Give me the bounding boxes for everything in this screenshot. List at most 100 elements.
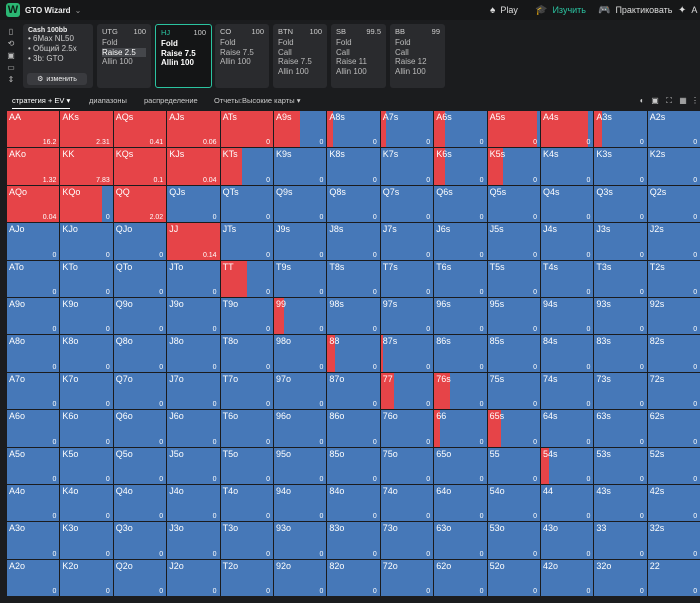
hand-cell-32o[interactable]: 32o 0 [593,558,648,598]
hand-cell-kqo[interactable]: KQo 0 [59,184,114,224]
action-option[interactable]: Call [395,47,409,57]
hand-cell-j2o[interactable]: J2o 0 [166,558,221,598]
position-btn[interactable]: BTN 100 Fold Call Raise 7.5 Allin 100 [273,24,327,88]
hand-cell-k8s[interactable]: K8s 0 [326,147,381,186]
position-utg[interactable]: UTG 100 Fold Raise 2.5 Allin 100 [97,24,151,88]
hand-cell-52o[interactable]: 52o 0 [486,558,541,598]
copy-icon[interactable]: ▯ [8,27,14,36]
hand-cell-77[interactable]: 77 0 [379,371,435,411]
hand-cell-q5o[interactable]: Q5o 0 [112,446,168,485]
action-option[interactable]: Call [278,47,292,57]
hand-cell-99[interactable]: 99 0 [273,297,328,336]
hand-cell-j5o[interactable]: J5o 0 [166,446,221,485]
hand-cell-tt[interactable]: TT 0 [219,259,274,298]
action-option[interactable]: Fold [220,38,236,47]
hand-cell-62o[interactable]: 62o 0 [433,558,488,598]
hand-cell-75o[interactable]: 75o 0 [379,446,435,485]
action-option[interactable]: Allin 100 [161,58,194,67]
hand-cell-86s[interactable]: 86s 0 [433,334,488,373]
hand-cell-a6o[interactable]: A6o 0 [6,409,61,448]
hand-cell-43s[interactable]: 43s 0 [593,484,648,523]
expand-icon[interactable]: ⛶ [666,96,672,105]
hand-cell-jj[interactable]: JJ 0.14 [166,222,221,261]
hand-cell-95s[interactable]: 95s 0 [486,297,541,336]
hand-cell-76o[interactable]: 76o 0 [379,409,435,448]
hand-cell-92o[interactable]: 92o 0 [273,558,328,598]
hand-cell-54s[interactable]: 54s 0 [540,446,595,485]
hand-cell-a7s[interactable]: A7s 0 [379,110,435,149]
nav-play[interactable]: ♠ Play [490,0,518,20]
position-sb[interactable]: SB 99.5 Fold Call Raise 11 Allin 100 [331,24,386,88]
hand-cell-87s[interactable]: 87s 0 [379,334,435,373]
hand-cell-32s[interactable]: 32s 0 [646,521,700,560]
hand-cell-96o[interactable]: 96o 0 [273,409,328,448]
hand-cell-a4s[interactable]: A4s 0 [540,110,595,149]
hand-cell-k6o[interactable]: K6o 0 [59,409,114,448]
hand-cell-j7o[interactable]: J7o 0 [166,371,221,411]
action-option[interactable]: Raise 12 [395,57,427,66]
hand-cell-43o[interactable]: 43o 0 [540,521,595,560]
hand-cell-a2s[interactable]: A2s 0 [646,110,700,149]
hand-cell-q6o[interactable]: Q6o 0 [112,409,168,448]
hand-cell-53s[interactable]: 53s 0 [593,446,648,485]
hand-cell-54o[interactable]: 54o 0 [486,484,541,523]
hand-cell-t9o[interactable]: T9o 0 [219,297,274,336]
hand-cell-83o[interactable]: 83o 0 [326,521,381,560]
hand-cell-j8s[interactable]: J8s 0 [326,222,381,261]
hand-cell-76s[interactable]: 76s 0 [433,371,488,411]
hand-cell-k7s[interactable]: K7s 0 [379,147,435,186]
action-option[interactable]: Fold [395,38,411,47]
hand-cell-85o[interactable]: 85o 0 [326,446,381,485]
hand-cell-j6s[interactable]: J6s 0 [433,222,488,261]
hand-cell-q4s[interactable]: Q4s 0 [540,184,595,224]
hand-cell-qto[interactable]: QTo 0 [112,259,168,298]
tab-strategy-ev[interactable]: стратегия + EV ▾ [12,95,71,109]
hand-cell-22[interactable]: 22 0 [646,558,700,598]
hand-cell-a4o[interactable]: A4o 0 [6,484,61,523]
hand-cell-87o[interactable]: 87o 0 [326,371,381,411]
hand-cell-98s[interactable]: 98s 0 [326,297,381,336]
hand-cell-84s[interactable]: 84s 0 [540,334,595,373]
hand-cell-q9o[interactable]: Q9o 0 [112,297,168,336]
hand-cell-a8o[interactable]: A8o 0 [6,334,61,373]
hand-cell-73o[interactable]: 73o 0 [379,521,435,560]
logo-icon[interactable]: W [6,3,20,17]
hand-cell-a7o[interactable]: A7o 0 [6,371,61,411]
hand-cell-63o[interactable]: 63o 0 [433,521,488,560]
hand-cell-k6s[interactable]: K6s 0 [433,147,488,186]
hand-cell-q3s[interactable]: Q3s 0 [593,184,648,224]
nav-learn[interactable]: 🎓 Изучить [535,0,586,20]
hand-cell-t7s[interactable]: T7s 0 [379,259,435,298]
hand-cell-t4s[interactable]: T4s 0 [540,259,595,298]
hand-cell-t6o[interactable]: T6o 0 [219,409,274,448]
hand-cell-55[interactable]: 55 0 [486,446,541,485]
hand-cell-kjo[interactable]: KJo 0 [59,222,114,261]
hand-cell-q7o[interactable]: Q7o 0 [112,371,168,411]
hand-cell-q6s[interactable]: Q6s 0 [433,184,488,224]
hand-cell-94o[interactable]: 94o 0 [273,484,328,523]
position-co[interactable]: CO 100 Fold Raise 7.5 Allin 100 [215,24,269,88]
hand-cell-ako[interactable]: AKo 1.32 [6,147,61,186]
hand-cell-64s[interactable]: 64s 0 [540,409,595,448]
hand-cell-aqo[interactable]: AQo 0.04 [6,184,61,224]
hand-cell-a3s[interactable]: A3s 0 [593,110,648,149]
hand-cell-97s[interactable]: 97s 0 [379,297,435,336]
hand-cell-j9o[interactable]: J9o 0 [166,297,221,336]
hand-cell-aa[interactable]: AA 16.2 [6,110,61,149]
hand-cell-q7s[interactable]: Q7s 0 [379,184,435,224]
hand-cell-98o[interactable]: 98o 0 [273,334,328,373]
action-option[interactable]: Raise 7.5 [220,47,254,57]
hand-cell-88[interactable]: 88 0 [326,334,381,373]
action-option[interactable]: Raise 7.5 [278,57,312,66]
action-option[interactable]: Allin 100 [395,66,426,76]
hand-cell-a8s[interactable]: A8s 0 [326,110,381,149]
hand-cell-aks[interactable]: AKs 2.31 [59,110,114,149]
hand-cell-84o[interactable]: 84o 0 [326,484,381,523]
hand-cell-q8s[interactable]: Q8s 0 [326,184,381,224]
hand-cell-k9o[interactable]: K9o 0 [59,297,114,336]
hand-cell-q5s[interactable]: Q5s 0 [486,184,541,224]
hand-cell-t3s[interactable]: T3s 0 [593,259,648,298]
hand-cell-82s[interactable]: 82s 0 [646,334,700,373]
hand-cell-44[interactable]: 44 0 [540,484,595,523]
action-option[interactable]: Fold [336,38,352,47]
